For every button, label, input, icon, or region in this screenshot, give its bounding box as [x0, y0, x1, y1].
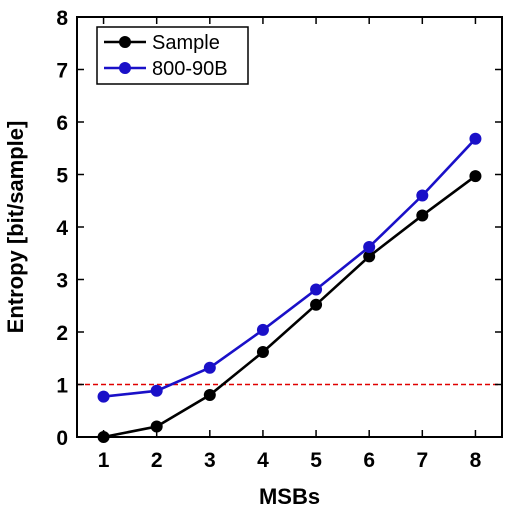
y-tick-label: 2	[56, 322, 68, 345]
series-1-point	[363, 240, 376, 253]
x-tick-label: 6	[363, 449, 375, 472]
series-1-point	[203, 361, 216, 374]
x-axis-title: MSBs	[259, 484, 320, 508]
y-tick-label: 3	[56, 270, 68, 293]
series-1-point	[97, 390, 110, 403]
series-0-point	[363, 250, 376, 263]
x-tick-label: 2	[151, 449, 163, 472]
y-tick-label: 5	[56, 165, 68, 188]
series-0-point	[416, 209, 429, 222]
series-0-point	[203, 389, 216, 401]
legend-label: Sample	[152, 32, 220, 54]
series-1-point	[150, 384, 163, 397]
legend-box	[96, 26, 249, 85]
x-tick-label: 5	[310, 449, 322, 472]
y-tick-label: 4	[56, 217, 68, 240]
series-0-point	[150, 420, 163, 433]
series-0-point	[310, 298, 323, 311]
x-tick-label: 3	[204, 449, 216, 472]
series-1-point	[416, 189, 429, 202]
y-tick-label: 8	[56, 7, 68, 30]
legend-swatch-marker	[119, 36, 131, 48]
legend-label: 800-90B	[152, 58, 228, 80]
series-line-0	[103, 175, 477, 439]
series-line-1	[103, 137, 477, 398]
x-tick-label: 4	[257, 449, 269, 472]
series-1-point	[310, 283, 323, 296]
y-tick-label: 7	[56, 60, 68, 83]
y-tick-label: 1	[56, 375, 68, 398]
y-axis-title: Entropy [bit/sample]	[3, 121, 28, 334]
x-tick-label: 1	[98, 449, 110, 472]
series-0-point	[256, 345, 269, 358]
y-tick-label: 0	[56, 427, 68, 450]
series-0-point	[469, 170, 482, 183]
legend-swatch-marker	[119, 62, 131, 74]
x-tick-label: 8	[470, 449, 482, 472]
series-1-point	[469, 132, 482, 145]
legend: Sample 800-90B	[96, 26, 249, 85]
series-1-point	[256, 323, 269, 336]
x-tick-label: 7	[416, 449, 428, 472]
y-tick-label: 6	[56, 112, 68, 135]
